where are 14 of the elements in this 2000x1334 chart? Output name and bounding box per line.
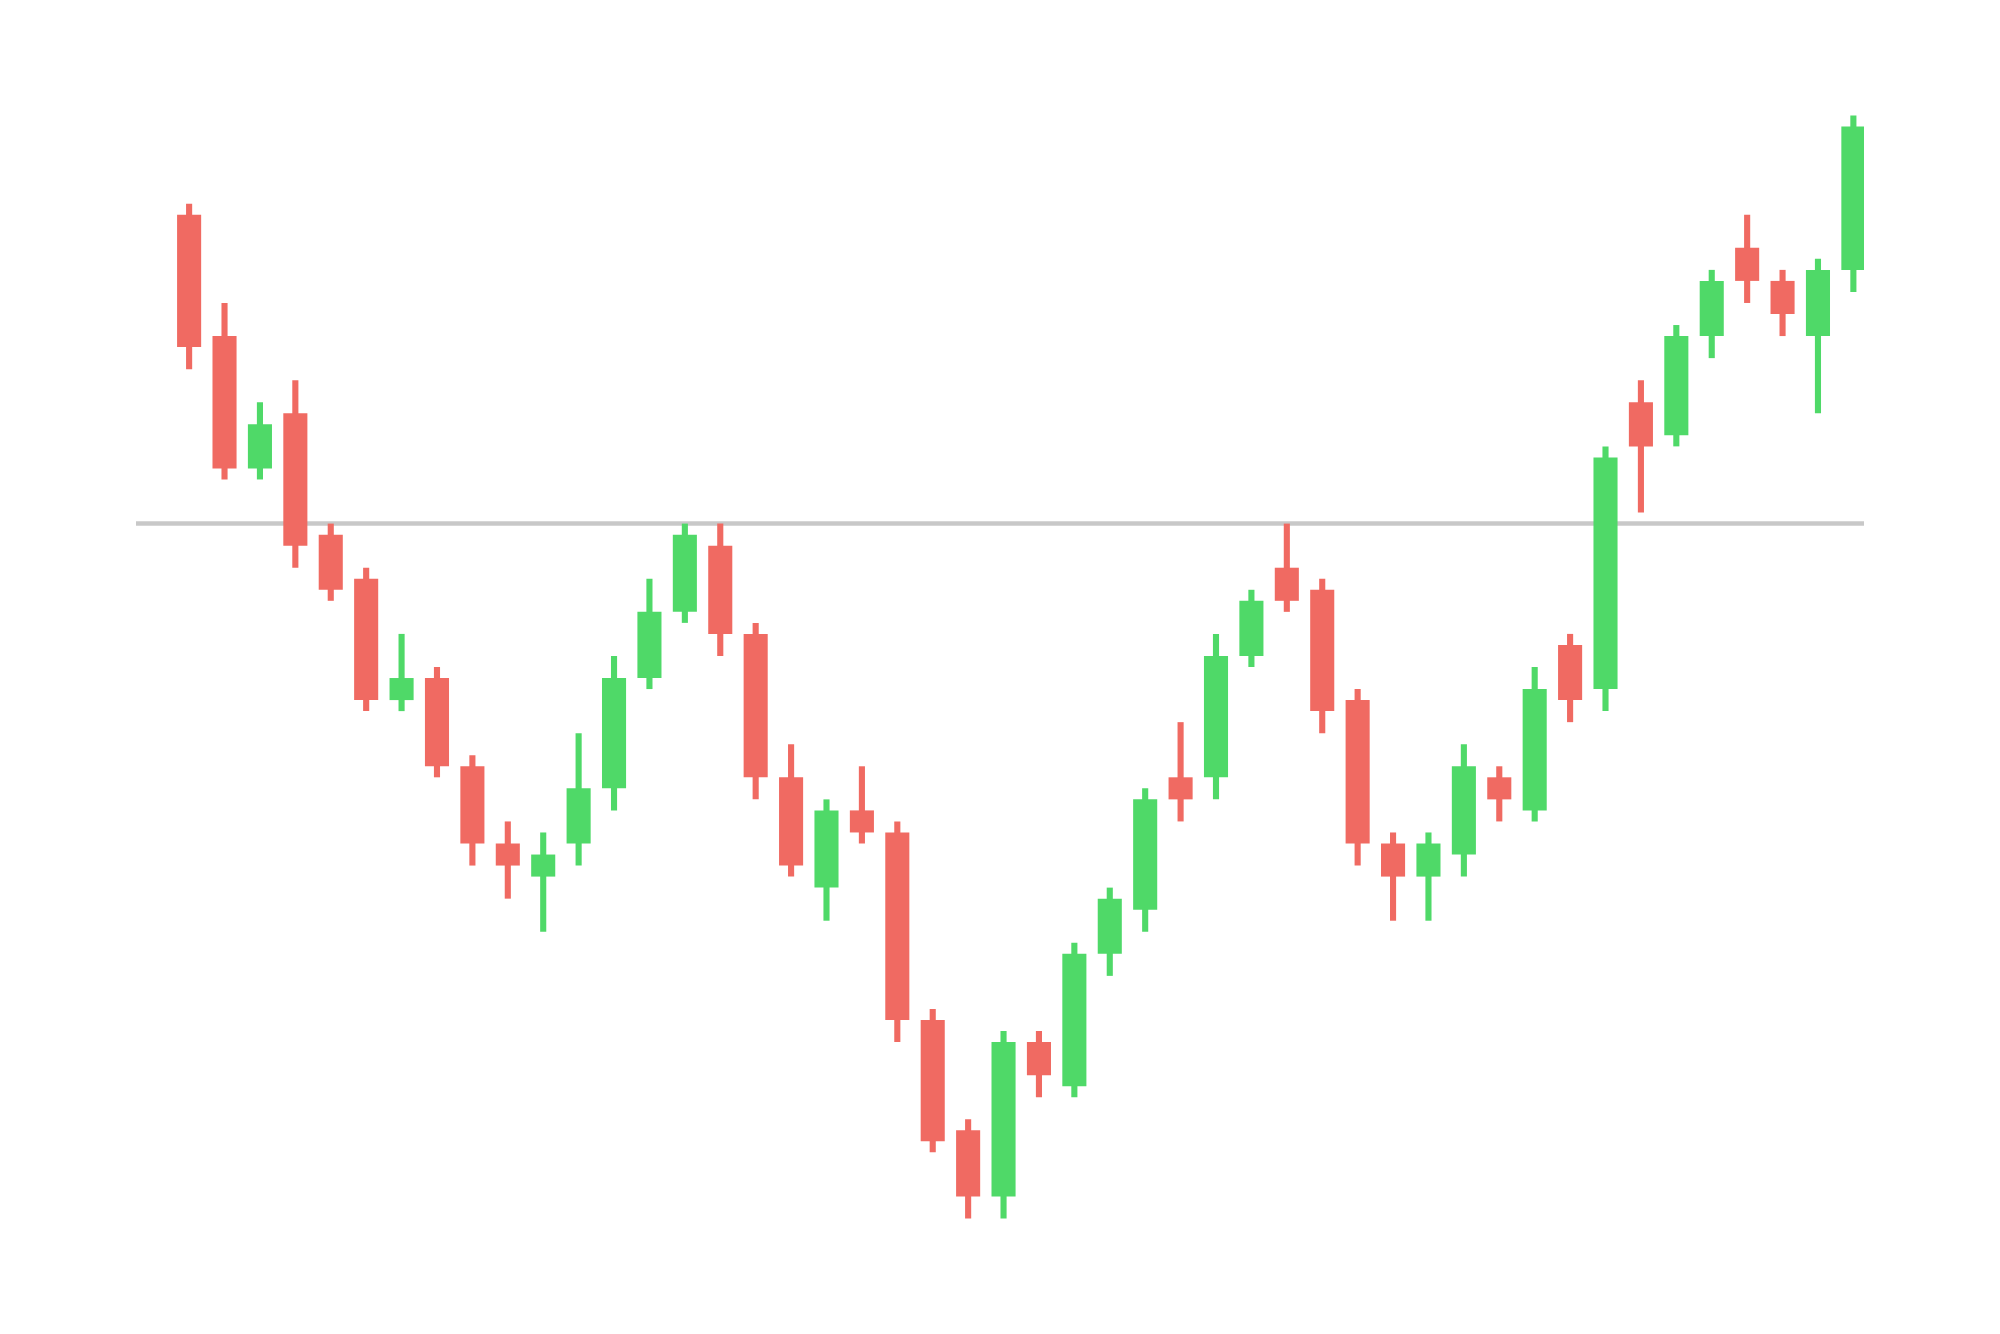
candlestick xyxy=(495,821,520,899)
candlestick xyxy=(849,766,874,844)
candlestick xyxy=(1487,766,1512,822)
candlestick xyxy=(1416,832,1441,921)
candlestick xyxy=(1381,832,1406,921)
candlestick xyxy=(1735,214,1760,303)
candlestick xyxy=(1168,722,1193,822)
candlestick xyxy=(1628,380,1653,513)
candlestick xyxy=(531,832,556,932)
candlestick xyxy=(247,402,272,480)
candlestick xyxy=(389,633,414,712)
candlestick xyxy=(1274,523,1299,612)
candlestick xyxy=(1026,1031,1051,1098)
candlestick xyxy=(1770,269,1795,337)
